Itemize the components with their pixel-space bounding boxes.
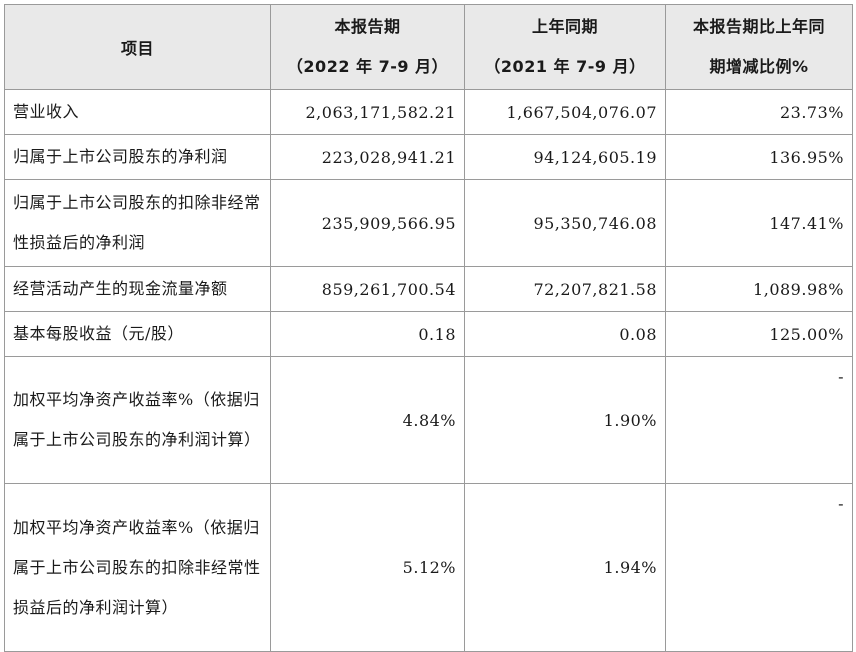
table-row: 归属于上市公司股东的净利润 223,028,941.21 94,124,605.… <box>4 134 853 180</box>
row-item-label: 营业收入 <box>4 89 271 135</box>
row-prior-value: 95,350,746.08 <box>464 179 666 267</box>
row-prior-value: 0.08 <box>464 311 666 357</box>
row-change-value: - <box>665 483 853 652</box>
table-row: 归属于上市公司股东的扣除非经常性损益后的净利润 235,909,566.95 9… <box>4 179 853 267</box>
row-item-label: 基本每股收益（元/股） <box>4 311 271 357</box>
row-current-value: 235,909,566.95 <box>270 179 465 267</box>
row-item-label: 归属于上市公司股东的净利润 <box>4 134 271 180</box>
row-current-value: 4.84% <box>270 356 465 484</box>
table-row: 加权平均净资产收益率%（依据归属于上市公司股东的净利润计算） 4.84% 1.9… <box>4 356 853 484</box>
row-change-value: 1,089.98% <box>665 266 853 312</box>
header-change-line1: 本报告期比上年同 <box>692 17 825 36</box>
row-prior-value: 94,124,605.19 <box>464 134 666 180</box>
header-item: 项目 <box>4 4 271 90</box>
row-current-value: 0.18 <box>270 311 465 357</box>
row-prior-value: 1.90% <box>464 356 666 484</box>
row-item-label: 加权平均净资产收益率%（依据归属于上市公司股东的净利润计算） <box>4 356 271 484</box>
header-change-line2: 期增减比例% <box>709 57 809 76</box>
row-item-label: 归属于上市公司股东的扣除非经常性损益后的净利润 <box>4 179 271 267</box>
table-row: 基本每股收益（元/股） 0.18 0.08 125.00% <box>4 311 853 357</box>
row-current-value: 2,063,171,582.21 <box>270 89 465 135</box>
header-current-range: （2022 年 7-9 月） <box>286 57 449 76</box>
header-change: 本报告期比上年同 期增减比例% <box>665 4 853 90</box>
row-item-label: 加权平均净资产收益率%（依据归属于上市公司股东的扣除非经常性损益后的净利润计算） <box>4 483 271 652</box>
header-prior-range: （2021 年 7-9 月） <box>484 57 646 76</box>
table-row: 经营活动产生的现金流量净额 859,261,700.54 72,207,821.… <box>4 266 853 312</box>
row-item-label: 经营活动产生的现金流量净额 <box>4 266 271 312</box>
header-prior-period: 上年同期 （2021 年 7-9 月） <box>464 4 666 90</box>
row-prior-value: 72,207,821.58 <box>464 266 666 312</box>
table-header-row: 项目 本报告期 （2022 年 7-9 月） 上年同期 （2021 年 7-9 … <box>4 4 853 90</box>
header-current-period: 本报告期 （2022 年 7-9 月） <box>270 4 465 90</box>
header-current-title: 本报告期 <box>334 17 401 36</box>
financial-summary-table: 项目 本报告期 （2022 年 7-9 月） 上年同期 （2021 年 7-9 … <box>4 4 853 652</box>
row-prior-value: 1.94% <box>464 483 666 652</box>
table-row: 加权平均净资产收益率%（依据归属于上市公司股东的扣除非经常性损益后的净利润计算）… <box>4 483 853 652</box>
row-current-value: 5.12% <box>270 483 465 652</box>
row-change-value: - <box>665 356 853 484</box>
row-current-value: 223,028,941.21 <box>270 134 465 180</box>
row-change-value: 147.41% <box>665 179 853 267</box>
header-prior-title: 上年同期 <box>531 17 598 36</box>
row-prior-value: 1,667,504,076.07 <box>464 89 666 135</box>
row-change-value: 125.00% <box>665 311 853 357</box>
row-current-value: 859,261,700.54 <box>270 266 465 312</box>
table-row: 营业收入 2,063,171,582.21 1,667,504,076.07 2… <box>4 89 853 135</box>
row-change-value: 136.95% <box>665 134 853 180</box>
row-change-value: 23.73% <box>665 89 853 135</box>
